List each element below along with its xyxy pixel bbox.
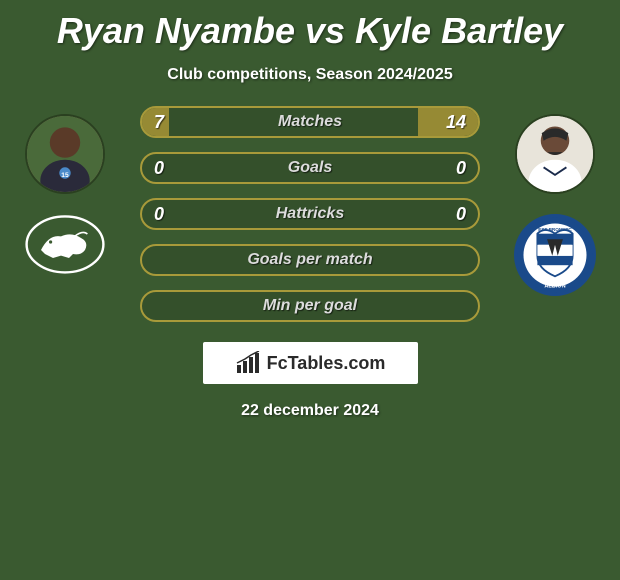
wba-badge-icon: EST BROMWIC ALBION — [517, 217, 593, 293]
club-left-badge — [25, 214, 105, 274]
stat-label: Matches — [278, 113, 342, 131]
date-text: 22 december 2024 — [0, 402, 620, 420]
avatar-right-icon — [517, 116, 593, 192]
page-title: Ryan Nyambe vs Kyle Bartley — [0, 0, 620, 52]
stat-value-left: 0 — [154, 158, 164, 179]
comparison-content: 15 7 Matches 14 0 Goals 0 0 Hattricks 0 Goals per… — [0, 114, 620, 322]
stats-table: 7 Matches 14 0 Goals 0 0 Hattricks 0 Goals per ma… — [120, 106, 500, 322]
stat-label: Hattricks — [276, 205, 344, 223]
subtitle: Club competitions, Season 2024/2025 — [0, 66, 620, 84]
stat-row: 0 Hattricks 0 — [140, 198, 480, 230]
stat-value-right: 0 — [456, 158, 466, 179]
footer-text: FcTables.com — [267, 353, 386, 374]
stat-value-left: 0 — [154, 204, 164, 225]
stat-value-right: 14 — [446, 112, 466, 133]
svg-text:ALBION: ALBION — [544, 283, 565, 289]
avatar-left-icon: 15 — [27, 116, 103, 192]
stat-label: Goals — [288, 159, 332, 177]
stat-row: 0 Goals 0 — [140, 152, 480, 184]
stat-label: Min per goal — [263, 297, 357, 315]
player-left-avatar: 15 — [25, 114, 105, 194]
left-side: 15 — [10, 114, 120, 274]
stat-row: Min per goal — [140, 290, 480, 322]
svg-text:EST BROMWIC: EST BROMWIC — [538, 227, 572, 232]
player-right-avatar — [515, 114, 595, 194]
chart-icon — [235, 351, 263, 375]
stat-value-left: 7 — [154, 112, 164, 133]
derby-badge-icon — [25, 214, 105, 274]
stat-row: 7 Matches 14 — [140, 106, 480, 138]
stat-row: Goals per match — [140, 244, 480, 276]
club-right-badge: EST BROMWIC ALBION — [514, 214, 596, 296]
footer-badge[interactable]: FcTables.com — [203, 342, 418, 384]
svg-text:15: 15 — [61, 172, 69, 179]
stat-value-right: 0 — [456, 204, 466, 225]
right-side: EST BROMWIC ALBION — [500, 114, 610, 296]
stat-label: Goals per match — [247, 251, 372, 269]
